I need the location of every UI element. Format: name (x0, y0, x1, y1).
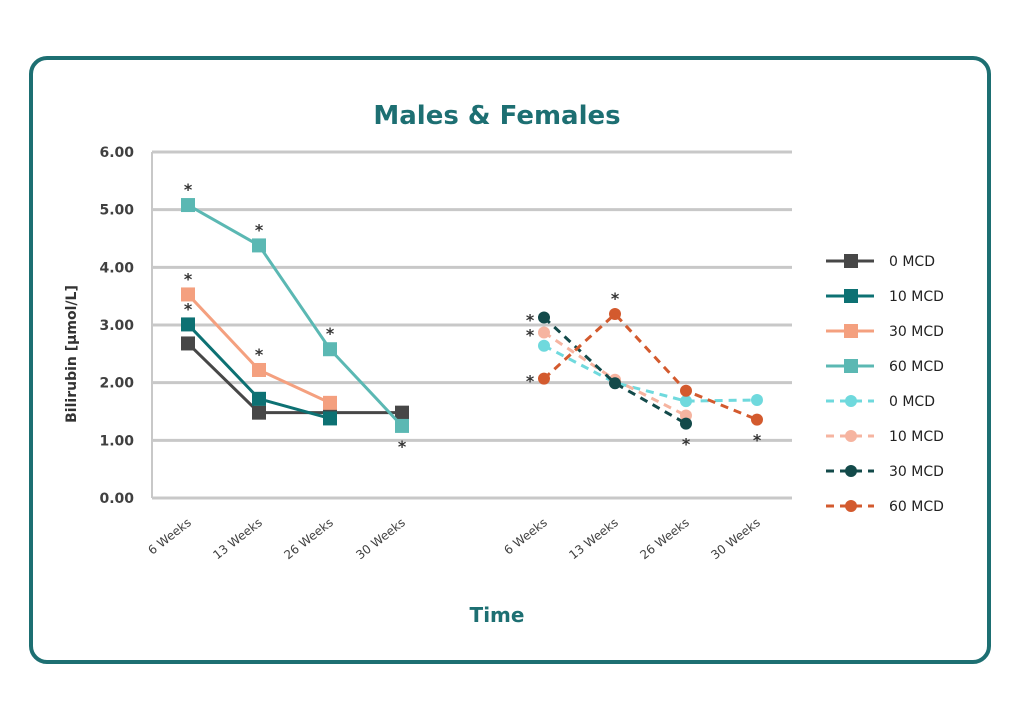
data-point (395, 405, 409, 420)
data-point (751, 413, 763, 426)
y-axis-ticks: 0.00 1.00 2.00 3.00 4.00 5.00 6.00 (99, 145, 134, 507)
data-point (609, 377, 621, 390)
series-line (186, 342, 402, 415)
x-axis-ticks: 6 Weeks 13 Weeks 26 Weeks 30 Weeks 6 Weeks 13… (145, 515, 762, 562)
legend-marker (845, 395, 857, 407)
data-point (680, 384, 692, 397)
y-axis-label: Bilirubin [µmol/L] (64, 285, 80, 423)
data-point (252, 238, 266, 253)
significance-marker: * (255, 220, 264, 239)
x-tick-label: 13 Weeks (566, 515, 620, 562)
data-point (181, 287, 195, 302)
legend-marker (845, 465, 857, 477)
significance-marker: * (682, 435, 691, 454)
significance-marker: * (526, 311, 535, 330)
legend-label: 30 MCD (889, 324, 944, 340)
y-tick-label: 5.00 (99, 203, 134, 219)
significance-marker: * (326, 324, 335, 343)
data-point (252, 391, 266, 406)
data-point (323, 342, 337, 357)
significance-marker: * (526, 325, 535, 344)
significance-marker: * (611, 289, 620, 308)
significance-marker: * (184, 299, 193, 318)
significance-marker: * (255, 345, 264, 364)
x-tick-label: 26 Weeks (637, 515, 691, 562)
series-line (542, 311, 758, 421)
data-point (538, 311, 550, 324)
x-axis-label: Time (470, 603, 525, 627)
legend-label: 0 MCD (889, 254, 935, 270)
x-tick-label: 6 Weeks (145, 515, 193, 557)
legend-marker (845, 500, 857, 512)
legend-marker (845, 430, 857, 442)
legend-marker (844, 324, 858, 338)
x-tick-label: 13 Weeks (210, 515, 264, 562)
data-point (323, 411, 337, 426)
significance-marker: * (398, 437, 407, 456)
y-tick-label: 3.00 (99, 318, 134, 334)
y-tick-label: 0.00 (99, 491, 134, 507)
series-layer: ************* (181, 180, 763, 456)
data-point (181, 336, 195, 351)
significance-marker: * (526, 372, 535, 391)
chart-title: Males & Females (373, 101, 620, 131)
y-tick-label: 2.00 (99, 376, 134, 392)
data-point (538, 326, 550, 339)
legend-label: 60 MCD (889, 499, 944, 515)
series-line (187, 203, 404, 427)
significance-marker: * (184, 180, 193, 199)
data-point (609, 308, 621, 321)
series-line (543, 344, 758, 403)
data-point (538, 339, 550, 352)
data-point (538, 372, 550, 385)
data-point (252, 405, 266, 420)
legend-marker (844, 359, 858, 373)
legend-label: 0 MCD (889, 394, 935, 410)
significance-marker: * (184, 269, 193, 288)
x-tick-label: 30 Weeks (353, 515, 407, 562)
significance-marker: * (753, 431, 762, 450)
x-tick-label: 6 Weeks (501, 515, 549, 557)
gridlines (151, 150, 792, 500)
x-tick-label: 26 Weeks (281, 515, 335, 562)
data-point (252, 362, 266, 377)
legend-label: 10 MCD (889, 429, 944, 445)
data-point (181, 317, 195, 332)
series-line (542, 316, 687, 425)
data-point (680, 417, 692, 430)
y-tick-label: 6.00 (99, 145, 134, 161)
data-point (751, 393, 763, 406)
data-point (181, 198, 195, 213)
data-point (323, 395, 337, 410)
chart-frame (29, 56, 991, 664)
x-tick-label: 30 Weeks (708, 515, 762, 562)
legend-marker (844, 254, 858, 268)
y-tick-label: 1.00 (99, 433, 134, 449)
legend-label: 10 MCD (889, 289, 944, 305)
legend: 0 MCD 10 MCD 30 MCD 60 MCD 0 MCD 10 MCD 30 MCD… (826, 254, 944, 515)
legend-label: 30 MCD (889, 464, 944, 480)
legend-label: 60 MCD (889, 359, 944, 375)
legend-marker (844, 289, 858, 303)
data-point (395, 418, 409, 433)
data-point (680, 395, 692, 408)
y-tick-label: 4.00 (99, 260, 134, 276)
